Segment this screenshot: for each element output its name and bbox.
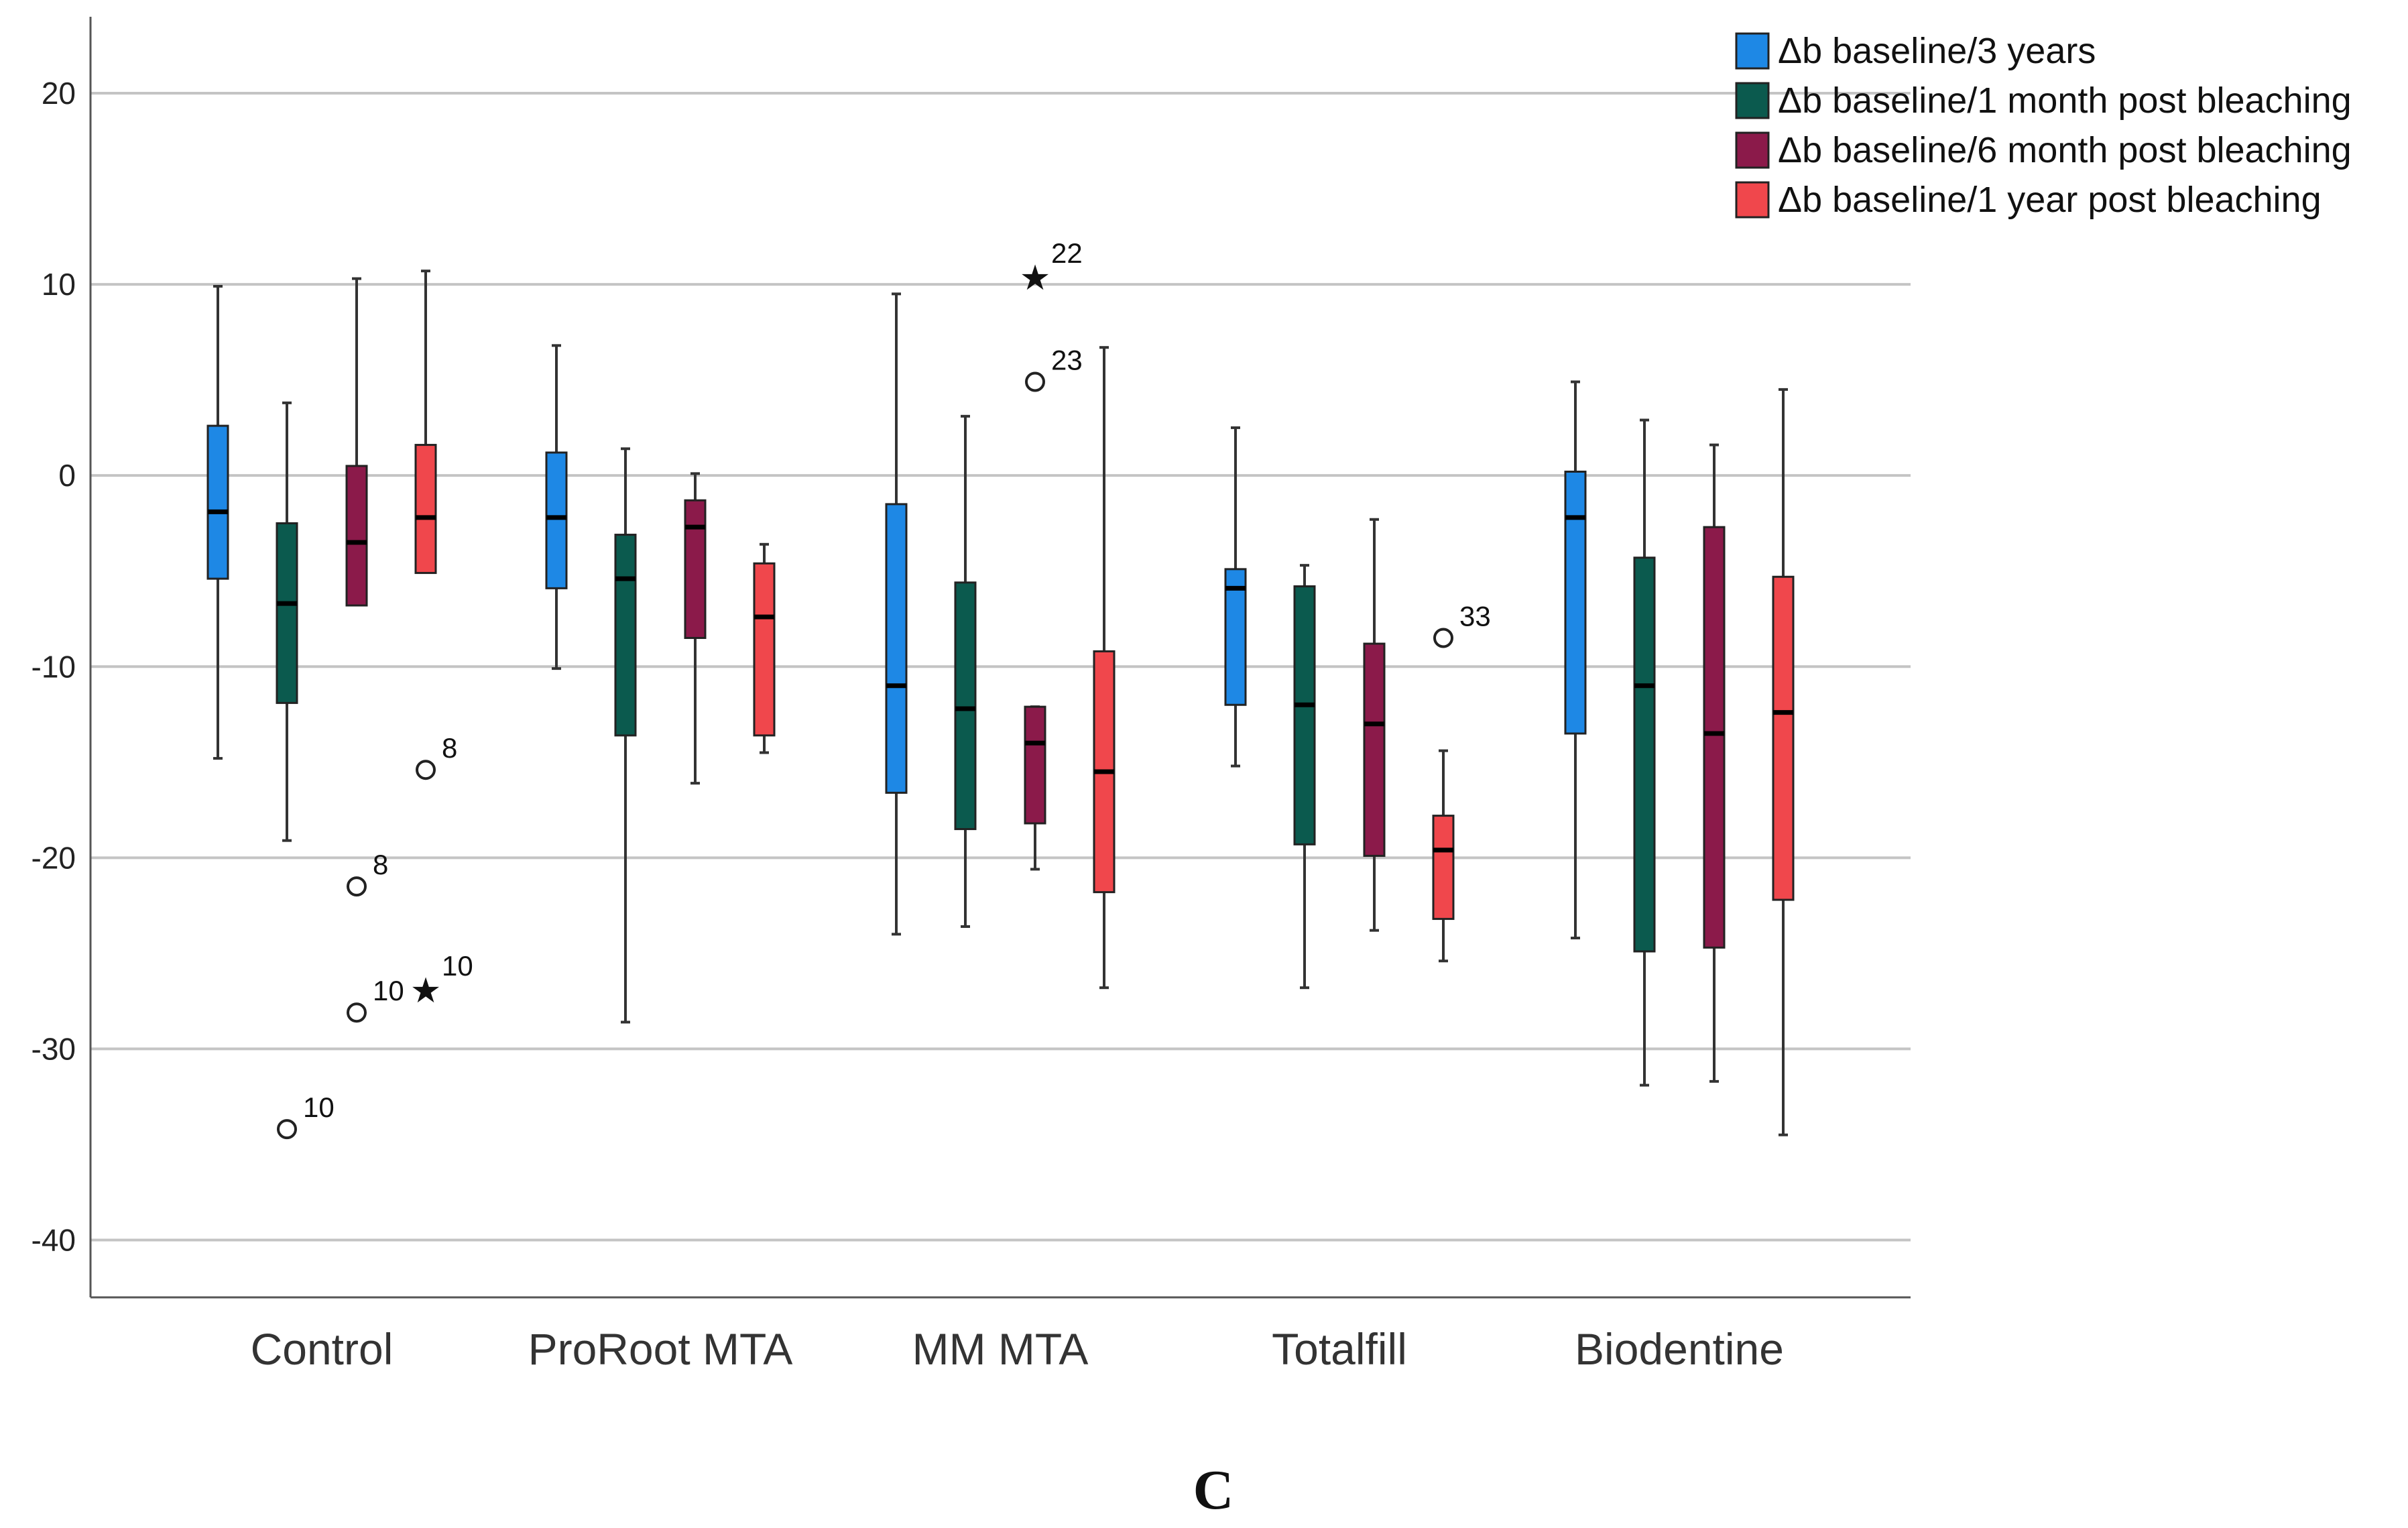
box-body [206, 424, 229, 580]
y-tick-label: 0 [58, 458, 76, 493]
box-2-3 [1363, 518, 1386, 932]
outlier-point: 33 [1433, 600, 1491, 648]
box-0-1 [545, 344, 568, 670]
box-body [1772, 575, 1795, 901]
legend-item: Δb baseline/3 years [1735, 31, 2096, 71]
box-1-4 [1633, 418, 1656, 1087]
outlier-point: 8 [416, 732, 457, 780]
legend-label: Δb baseline/1 year post bleaching [1778, 180, 2322, 220]
outlier-point: 10 [277, 1092, 335, 1140]
legend-item: Δb baseline/1 month post bleaching [1735, 80, 2352, 121]
outlier-circle [347, 1002, 367, 1023]
box-body [414, 444, 437, 575]
legend: Δb baseline/3 years Δb baseline/1 month p… [1735, 31, 2352, 220]
y-tick-label: 20 [42, 76, 76, 111]
box-1-2 [954, 414, 977, 928]
box-body [1024, 705, 1046, 825]
gridlines [91, 92, 1911, 1242]
y-tick-label: -40 [32, 1222, 76, 1257]
outlier-circle [1433, 628, 1453, 648]
outlier-circle [1025, 371, 1045, 392]
box-body [276, 522, 298, 704]
outlier-label: 10 [303, 1092, 335, 1123]
box-body [545, 451, 568, 589]
outlier-star: ★ [1020, 259, 1051, 298]
box-1-1 [614, 447, 637, 1024]
axes: 20 10 0 -10 -20 -30 -40 [32, 17, 1911, 1299]
legend-swatch [1735, 82, 1770, 119]
box-body [885, 503, 908, 794]
box-body [1432, 815, 1455, 921]
legend-swatch [1735, 181, 1770, 219]
box-3-0 [414, 270, 437, 575]
box-0-4 [1564, 380, 1587, 940]
x-category-label: MM MTA [912, 1324, 1089, 1374]
box-1-3 [1293, 564, 1316, 990]
outlier-point: 23 [1025, 344, 1083, 392]
box-3-2 [1093, 346, 1116, 990]
outlier-label: 33 [1459, 600, 1491, 632]
box-3-1 [753, 542, 776, 754]
legend-item: Δb baseline/1 year post bleaching [1735, 180, 2322, 220]
box-body [1363, 642, 1386, 857]
outlier-point: ★22 [1020, 237, 1083, 298]
outlier-label: 10 [373, 975, 404, 1006]
x-category-label: ProRoot MTA [528, 1324, 793, 1374]
box-1-0 [276, 401, 298, 842]
outlier-point: 10 [347, 975, 404, 1023]
x-category-label: Biodentine [1575, 1324, 1784, 1374]
y-tick-label: 10 [42, 267, 76, 302]
outlier-label: 10 [442, 950, 473, 982]
box-0-0 [206, 284, 229, 760]
x-category-label: Control [251, 1324, 394, 1374]
box-body [1224, 568, 1247, 706]
box-3-4 [1772, 388, 1795, 1136]
outlier-star: ★ [410, 972, 442, 1010]
box-body [345, 465, 368, 607]
legend-item: Δb baseline/6 month post bleaching [1735, 130, 2352, 170]
y-tick-label: -20 [32, 840, 76, 875]
outlier-label: 8 [373, 849, 388, 880]
box-body [753, 562, 776, 737]
box-body [614, 534, 637, 737]
legend-label: Δb baseline/6 month post bleaching [1778, 130, 2352, 170]
outlier-circle [347, 876, 367, 897]
legend-label: Δb baseline/1 month post bleaching [1778, 80, 2352, 121]
box-body [1293, 585, 1316, 845]
outlier-label: 23 [1051, 344, 1083, 375]
outlier-label: 22 [1051, 237, 1083, 269]
outlier-circle [416, 760, 436, 780]
outlier-point: ★10 [410, 950, 473, 1010]
box-body [1564, 470, 1587, 735]
outlier-circle [277, 1119, 297, 1140]
box-0-2 [885, 292, 908, 936]
box-2-0 [345, 277, 368, 607]
legend-swatch [1735, 32, 1770, 70]
x-category-label: Totalfill [1272, 1324, 1407, 1374]
boxes [206, 270, 1795, 1136]
box-0-3 [1224, 426, 1247, 768]
box-body [1703, 526, 1726, 949]
box-3-3 [1432, 749, 1455, 963]
box-2-2 [1024, 705, 1046, 871]
box-2-1 [684, 472, 707, 785]
category-labels: Control ProRoot MTA MM MTA Totalfill Biodent… [251, 1324, 1784, 1374]
box-body [1633, 556, 1656, 953]
box-body [954, 581, 977, 831]
box-2-4 [1703, 443, 1726, 1083]
legend-label: Δb baseline/3 years [1778, 31, 2096, 71]
box-body [684, 499, 707, 639]
outlier-point: 8 [347, 849, 388, 897]
outlier-label: 8 [442, 732, 457, 764]
panel-label: C [1193, 1459, 1234, 1521]
y-tick-label: -30 [32, 1031, 76, 1066]
legend-swatch [1735, 131, 1770, 169]
y-tick-label: -10 [32, 649, 76, 684]
